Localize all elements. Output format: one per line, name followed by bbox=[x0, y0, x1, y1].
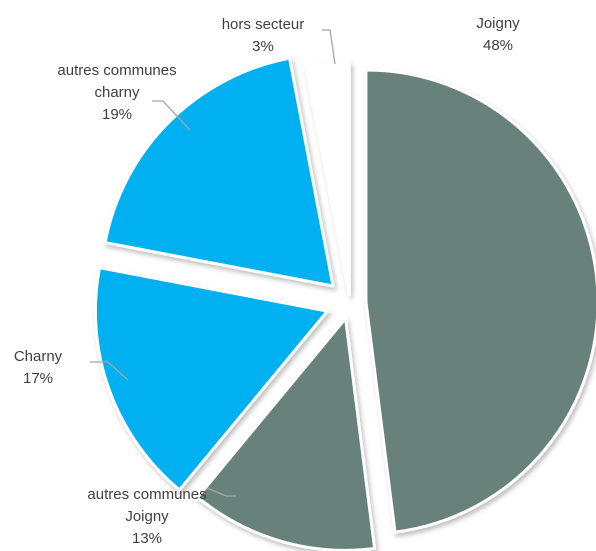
leader-line bbox=[152, 100, 191, 131]
slice-label: Joigny 48% bbox=[476, 15, 520, 54]
pie-slice-hors-secteur bbox=[304, 61, 351, 297]
slice-name-label: Charny bbox=[14, 348, 63, 365]
slice-name-label: charny bbox=[94, 84, 140, 101]
slice-percent-label: 19% bbox=[102, 106, 132, 123]
slice-name-label: Joigny bbox=[476, 15, 520, 32]
leader-line bbox=[322, 29, 336, 65]
slice-label: autres communes Joigny 13% bbox=[87, 486, 206, 547]
slice-percent-label: 48% bbox=[483, 37, 513, 54]
slice-name-label: autres communes bbox=[57, 62, 176, 79]
slice-label: hors secteur 3% bbox=[222, 16, 305, 55]
slice-label: autres communes charny 19% bbox=[57, 62, 176, 123]
pie-slice-autres-communes-joigny bbox=[196, 316, 377, 551]
label-leader-lines bbox=[90, 29, 336, 497]
slice-percent-label: 17% bbox=[23, 370, 53, 387]
slice-name-label: autres communes bbox=[87, 486, 206, 503]
pie-slices bbox=[93, 56, 596, 551]
slice-name-label: hors secteur bbox=[222, 16, 305, 33]
slice-name-label: Joigny bbox=[125, 508, 169, 525]
slice-label: Charny 17% bbox=[14, 348, 63, 387]
pie-slice-joigny bbox=[364, 68, 596, 534]
leader-line bbox=[206, 487, 236, 497]
pie-slice-charny bbox=[93, 266, 329, 492]
slice-percent-label: 3% bbox=[252, 38, 274, 55]
leader-line bbox=[90, 361, 129, 381]
slice-labels: Joigny 48% autres communes Joigny 13% Charny 1… bbox=[14, 15, 520, 547]
pie-slice-autres-communes-charny bbox=[103, 56, 335, 288]
slice-percent-label: 13% bbox=[132, 530, 162, 547]
